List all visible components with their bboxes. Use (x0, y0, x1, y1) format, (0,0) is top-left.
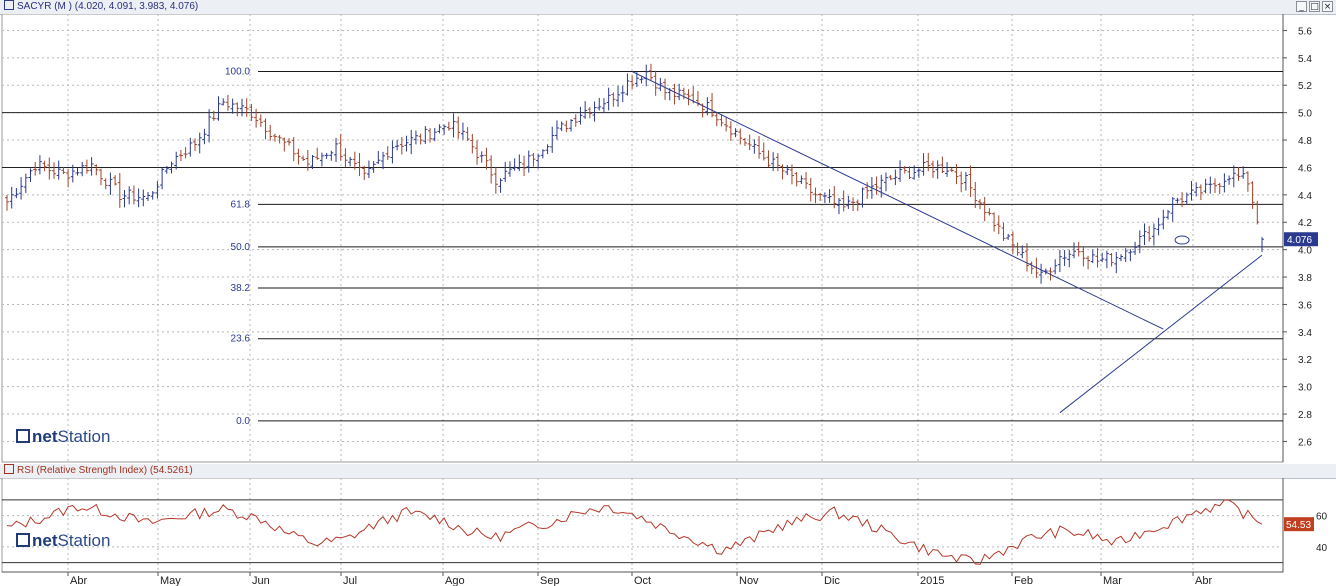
last-price-label: 4.076 (1287, 235, 1312, 246)
logo-text-station: Station (57, 427, 111, 446)
price-y-tick-label: 3.6 (1298, 300, 1312, 311)
x-tick-label: Mar (1103, 575, 1122, 586)
maximize-icon[interactable]: □ (1309, 1, 1320, 12)
rsi-netstation-logo: netStation (16, 531, 110, 551)
price-y-tick-label: 2.8 (1298, 410, 1312, 421)
price-y-tick-label: 3.4 (1298, 328, 1312, 339)
rsi-y-tick-label: 60 (1316, 512, 1328, 523)
rsi-plot-area (1, 478, 1284, 573)
price-plot-area (1, 14, 1284, 463)
minimize-icon[interactable]: _ (1296, 1, 1307, 12)
fibonacci-level-label: 0.0 (236, 416, 250, 427)
x-tick-label: Nov (739, 575, 759, 586)
fibonacci-level-label: 38.2 (231, 283, 251, 294)
price-y-tick-label: 5.0 (1298, 109, 1312, 120)
x-tick-label: Feb (1014, 575, 1033, 586)
x-tick-label: Abr (70, 575, 87, 586)
price-y-tick-label: 3.2 (1298, 355, 1312, 366)
rsi-netstation-logo-icon (16, 533, 30, 547)
fibonacci-level-label: 23.6 (231, 334, 251, 345)
rsi-logo-text-net: net (32, 531, 58, 550)
x-tick-label: Ago (445, 575, 465, 586)
fibonacci-level-label: 50.0 (231, 242, 251, 253)
price-y-tick-label: 3.0 (1298, 383, 1312, 394)
rsi-panel: RSI (Relative Strength Index) (54.5261) … (0, 464, 1336, 586)
price-y-tick-label: 4.4 (1298, 191, 1312, 202)
close-icon[interactable]: × (1322, 1, 1333, 12)
rsi-panel-title-text: RSI (Relative Strength Index) (54.5261) (17, 465, 193, 476)
price-y-tick-label: 5.4 (1298, 54, 1312, 65)
x-tick-label: 2015 (920, 575, 944, 586)
rsi-line (6, 499, 1263, 565)
rsi-chart[interactable]: 40 60 54.53 Abr May Jun Jul Ago Sep Oct Nov Dic 2015… (0, 478, 1336, 586)
price-window-buttons: _ □ × (1296, 1, 1333, 12)
netstation-logo: netStation (16, 427, 110, 447)
price-panel: SACYR (M ) (4.020, 4.091, 3.983, 4.076) … (0, 0, 1336, 463)
x-tick-label: May (160, 575, 181, 586)
ohlc-bars (5, 63, 1264, 284)
price-y-tick-label: 2.6 (1298, 437, 1312, 448)
chart-ellipse-marker (1174, 235, 1190, 245)
price-y-tick-label: 4.6 (1298, 163, 1312, 174)
rsi-y-tick-label: 40 (1316, 543, 1328, 554)
x-tick-label: Jul (343, 575, 357, 586)
rsi-last-value-label: 54.53 (1286, 520, 1311, 531)
last-price-badge (1284, 232, 1318, 247)
rsi-logo-icon (4, 464, 14, 474)
price-panel-title-text: SACYR (M ) (4.020, 4.091, 3.983, 4.076) (17, 1, 199, 12)
price-panel-title: SACYR (M ) (4.020, 4.091, 3.983, 4.076) (4, 0, 198, 14)
fibonacci-level-label: 61.8 (231, 199, 251, 210)
x-tick-label: Dic (824, 575, 840, 586)
chart-logo-icon (4, 0, 14, 10)
x-tick-label: Sep (540, 575, 560, 586)
price-y-tick-label: 4.0 (1298, 246, 1312, 257)
price-y-tick-label: 5.2 (1298, 81, 1312, 92)
uptrend-line (1059, 254, 1263, 414)
x-tick-label: Oct (634, 575, 651, 586)
rsi-last-value-badge (1284, 517, 1314, 532)
price-y-tick-label: 4.8 (1298, 136, 1312, 147)
netstation-logo-icon (16, 429, 30, 443)
x-tick-label: Abr (1195, 575, 1212, 586)
logo-text-net: net (32, 427, 58, 446)
price-y-tick-label: 3.8 (1298, 273, 1312, 284)
price-y-tick-label: 5.6 (1298, 26, 1312, 37)
downtrend-line (631, 71, 1164, 330)
rsi-logo-text-station: Station (57, 531, 111, 550)
price-chart[interactable]: 2.6 2.8 3.0 3.2 3.4 3.6 3.8 4.0 4.2 4.4 4.6 4.8 5.0 5… (0, 14, 1336, 463)
fibonacci-level-label: 100.0 (225, 67, 250, 78)
price-panel-titlebar: SACYR (M ) (4.020, 4.091, 3.983, 4.076) … (0, 0, 1336, 15)
x-tick-label: Jun (252, 575, 270, 586)
rsi-panel-title: RSI (Relative Strength Index) (54.5261) (4, 464, 193, 478)
price-y-tick-label: 4.2 (1298, 218, 1312, 229)
rsi-panel-titlebar: RSI (Relative Strength Index) (54.5261) (0, 464, 1336, 479)
